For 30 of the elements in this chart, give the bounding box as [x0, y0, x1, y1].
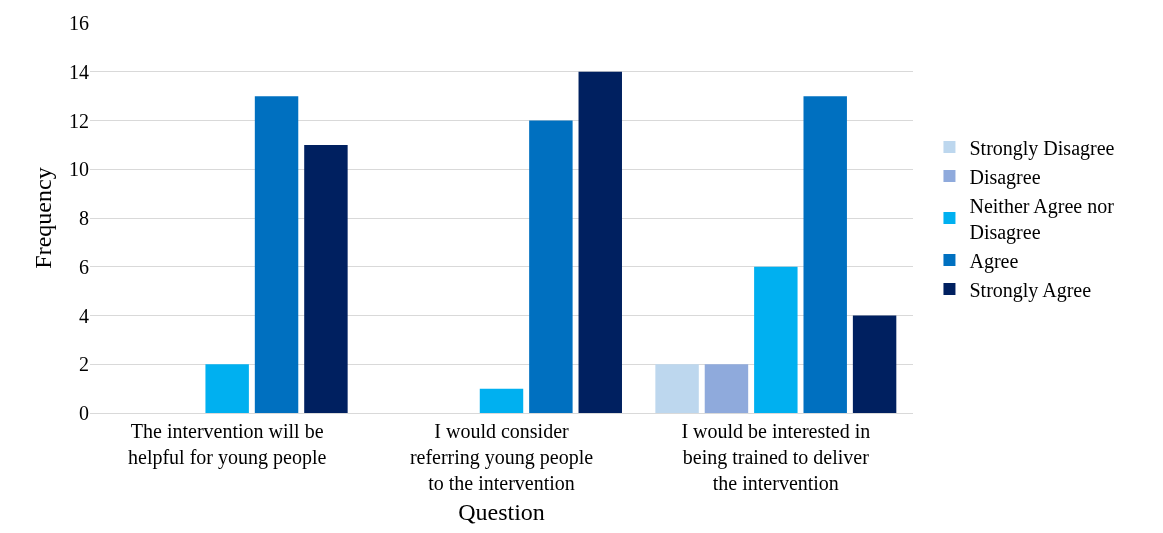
legend-label: Strongly Agree [969, 278, 1092, 302]
x-tick-label: The intervention will be helpful for young people [128, 420, 327, 469]
legend-label: Disagree [969, 165, 1041, 189]
y-tick-label: 10 [69, 158, 89, 181]
bar [578, 71, 622, 413]
legend-label: Strongly Disagree [969, 136, 1115, 160]
y-tick-label: 14 [69, 60, 89, 83]
bar [304, 144, 348, 413]
y-tick-label: 6 [79, 255, 89, 278]
bar [852, 315, 897, 413]
y-axis-title: Frequency [30, 167, 57, 269]
y-tick-label: 4 [79, 304, 89, 327]
bar [655, 364, 699, 413]
bar [754, 266, 798, 413]
legend-label: Neither Agree nor Disagree [969, 194, 1115, 244]
bar [479, 388, 524, 413]
bar [803, 96, 847, 413]
bar [704, 364, 749, 413]
x-axis-title: Question [458, 499, 545, 526]
bar [529, 120, 573, 413]
x-tick-label: I would consider referring young people to the intervention [409, 420, 594, 494]
y-tick-label: 2 [79, 353, 89, 376]
legend-label: Agree [969, 249, 1019, 273]
y-tick-label: 16 [69, 12, 89, 34]
bar [205, 364, 249, 413]
y-tick-label: 8 [79, 207, 89, 229]
y-tick-label: 0 [79, 402, 89, 424]
y-tick-label: 12 [69, 109, 89, 132]
x-tick-label: I would be interested in being trained to deliver the intervention [681, 420, 871, 494]
bar [254, 96, 299, 413]
